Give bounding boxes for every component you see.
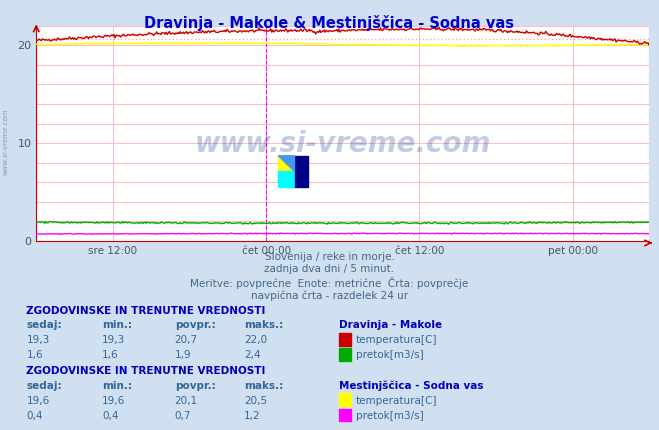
Bar <box>278 156 295 172</box>
Polygon shape <box>278 156 295 172</box>
Text: Mestinjščica - Sodna vas: Mestinjščica - Sodna vas <box>339 381 484 391</box>
Text: sedaj:: sedaj: <box>26 320 62 330</box>
Text: zadnja dva dni / 5 minut.: zadnja dva dni / 5 minut. <box>264 264 395 274</box>
Text: maks.:: maks.: <box>244 320 283 330</box>
Text: 20,7: 20,7 <box>175 335 198 345</box>
Text: 0,4: 0,4 <box>102 411 119 421</box>
Bar <box>278 172 295 187</box>
Text: min.:: min.: <box>102 381 132 390</box>
Text: min.:: min.: <box>102 320 132 330</box>
Text: povpr.:: povpr.: <box>175 320 215 330</box>
Text: 1,6: 1,6 <box>102 350 119 360</box>
Text: 1,9: 1,9 <box>175 350 191 360</box>
Text: www.si-vreme.com: www.si-vreme.com <box>2 108 9 175</box>
Bar <box>295 156 308 187</box>
Text: Dravinja - Makole & Mestinjščica - Sodna vas: Dravinja - Makole & Mestinjščica - Sodna… <box>144 15 515 31</box>
Text: pretok[m3/s]: pretok[m3/s] <box>356 350 424 360</box>
Text: 20,1: 20,1 <box>175 396 198 405</box>
Text: ZGODOVINSKE IN TRENUTNE VREDNOSTI: ZGODOVINSKE IN TRENUTNE VREDNOSTI <box>26 366 266 376</box>
Text: povpr.:: povpr.: <box>175 381 215 390</box>
Text: temperatura[C]: temperatura[C] <box>356 396 438 405</box>
Text: 19,3: 19,3 <box>102 335 125 345</box>
Text: 22,0: 22,0 <box>244 335 267 345</box>
Text: 19,3: 19,3 <box>26 335 49 345</box>
Text: Dravinja - Makole: Dravinja - Makole <box>339 320 442 330</box>
Text: 20,5: 20,5 <box>244 396 267 405</box>
Text: 1,6: 1,6 <box>26 350 43 360</box>
Text: maks.:: maks.: <box>244 381 283 390</box>
Text: pretok[m3/s]: pretok[m3/s] <box>356 411 424 421</box>
Text: 19,6: 19,6 <box>26 396 49 405</box>
Text: 0,4: 0,4 <box>26 411 43 421</box>
Text: Meritve: povprečne  Enote: metrične  Črta: povprečje: Meritve: povprečne Enote: metrične Črta:… <box>190 277 469 289</box>
Text: navpična črta - razdelek 24 ur: navpična črta - razdelek 24 ur <box>251 290 408 301</box>
Text: 2,4: 2,4 <box>244 350 260 360</box>
Text: 1,2: 1,2 <box>244 411 260 421</box>
Text: 19,6: 19,6 <box>102 396 125 405</box>
Text: 0,7: 0,7 <box>175 411 191 421</box>
Text: sedaj:: sedaj: <box>26 381 62 390</box>
Text: Slovenija / reke in morje.: Slovenija / reke in morje. <box>264 252 395 261</box>
Text: www.si-vreme.com: www.si-vreme.com <box>194 130 491 158</box>
Text: temperatura[C]: temperatura[C] <box>356 335 438 345</box>
Text: ZGODOVINSKE IN TRENUTNE VREDNOSTI: ZGODOVINSKE IN TRENUTNE VREDNOSTI <box>26 306 266 316</box>
